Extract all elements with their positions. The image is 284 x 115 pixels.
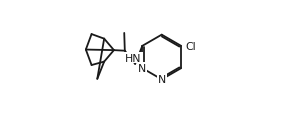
Text: HN: HN — [125, 53, 142, 63]
Text: N: N — [138, 64, 147, 73]
Text: Cl: Cl — [185, 42, 196, 51]
Text: N: N — [158, 75, 166, 85]
